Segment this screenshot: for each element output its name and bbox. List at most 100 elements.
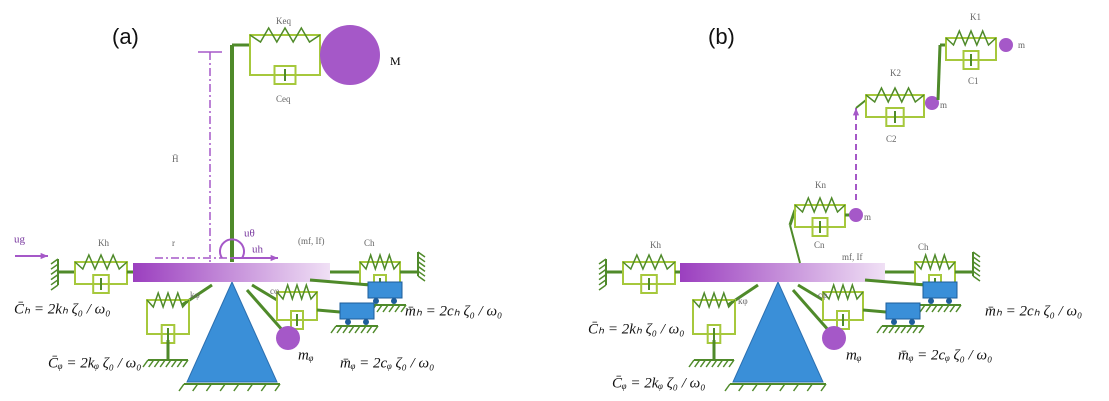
layout	[15, 25, 1013, 391]
connector	[950, 305, 955, 312]
mass	[849, 208, 863, 222]
mass-label: m	[940, 100, 947, 110]
connector	[599, 275, 606, 280]
damper-label: Ch	[918, 242, 929, 252]
connector	[234, 384, 239, 391]
connector	[418, 252, 425, 257]
damper-label: Ch	[364, 238, 375, 248]
mass-block	[886, 303, 920, 319]
mass-label: M	[390, 54, 401, 68]
connector	[926, 305, 931, 312]
damper-label: C1	[968, 76, 979, 86]
rotation-label: uθ	[244, 228, 255, 240]
panel-label: (a)	[112, 24, 139, 49]
displacement-label: uh	[252, 244, 264, 256]
platform	[680, 263, 885, 282]
mass	[276, 326, 300, 350]
arrow-head	[853, 108, 859, 115]
connector	[395, 305, 400, 312]
connector	[248, 384, 253, 391]
connector	[377, 305, 382, 312]
spring-label: Keq	[276, 16, 291, 26]
connector	[51, 259, 58, 264]
mass-block	[368, 282, 402, 298]
connector	[938, 45, 940, 100]
damper-label: Cn	[814, 240, 825, 250]
equation: C̄ᵩ = 2kᵩ ζ₀ / ω₀	[612, 375, 705, 391]
diagram: (a) Keq M Ceq H̄ r ug Kh uθ uh (mf, If) …	[0, 0, 1109, 401]
connector	[317, 310, 340, 312]
radius-label: r	[172, 238, 175, 248]
connector	[794, 384, 799, 391]
damper-label: C2	[886, 134, 897, 144]
spring-label: Kh	[98, 238, 109, 248]
foundation-label: (mf, If)	[298, 236, 325, 246]
connector	[599, 280, 606, 285]
connector	[718, 360, 723, 367]
panel-label: (b)	[708, 24, 735, 49]
connector	[689, 360, 694, 367]
connector	[220, 384, 225, 391]
arrow-head	[41, 253, 48, 259]
mass-block	[923, 282, 957, 298]
spring-label: kφ	[738, 296, 748, 306]
connector	[907, 326, 912, 333]
connector	[149, 360, 154, 367]
connector	[700, 360, 705, 367]
wheel	[391, 298, 397, 304]
connector	[938, 305, 943, 312]
connector	[712, 360, 717, 367]
connector	[883, 326, 888, 333]
wheel	[345, 319, 351, 325]
connector	[599, 269, 606, 274]
connector	[51, 269, 58, 274]
connector	[383, 305, 388, 312]
connector	[343, 326, 348, 333]
connector	[956, 305, 961, 312]
connector	[160, 360, 165, 367]
connector	[206, 384, 211, 391]
connector	[920, 305, 925, 312]
connector	[599, 264, 606, 269]
platform	[133, 263, 330, 282]
connector	[418, 266, 425, 271]
connector	[932, 305, 937, 312]
connector	[973, 271, 980, 276]
connector	[599, 285, 606, 290]
mass-label: m	[1018, 40, 1025, 50]
connector	[919, 326, 924, 333]
connector	[901, 326, 906, 333]
wheel	[363, 319, 369, 325]
connector	[766, 384, 771, 391]
mass	[320, 25, 380, 85]
equation: C̄ₕ = 2kₕ ζ₀ / ω₀	[588, 321, 684, 337]
connector	[179, 384, 184, 391]
height-label: H̄	[172, 154, 179, 164]
connector	[361, 326, 366, 333]
connector	[349, 326, 354, 333]
spring-label: kφ	[190, 290, 200, 300]
spring-label: Kh	[650, 240, 661, 250]
connector	[183, 360, 188, 367]
mass	[822, 326, 846, 350]
connector	[889, 326, 894, 333]
connector	[973, 257, 980, 262]
connector	[944, 305, 949, 312]
equation: m̄ᵩ = 2cᵩ ζ₀ / ω₀	[340, 355, 434, 371]
damper-label: cφ	[270, 286, 279, 296]
connector	[807, 384, 812, 391]
input-label: ug	[14, 234, 26, 246]
connector	[739, 384, 744, 391]
connector	[790, 225, 800, 263]
connector	[389, 305, 394, 312]
connector	[373, 326, 378, 333]
connector	[863, 310, 886, 312]
connector	[973, 262, 980, 267]
connector	[172, 360, 177, 367]
connector	[973, 252, 980, 257]
mass-label: mᵩ	[846, 347, 862, 363]
connector	[895, 326, 900, 333]
connector	[177, 360, 182, 367]
connector	[780, 384, 785, 391]
connector	[418, 257, 425, 262]
